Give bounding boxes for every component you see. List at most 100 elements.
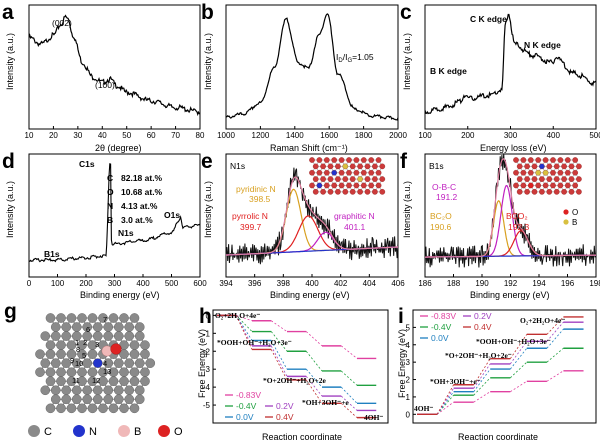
plot-frame-a (28, 4, 201, 130)
peak-label-002: (002) (52, 18, 72, 28)
xtick-label: 500 (165, 279, 179, 288)
energy-connector (473, 358, 491, 385)
atom (61, 322, 72, 332)
atom (119, 349, 129, 359)
ytick-label: -1 (203, 329, 211, 338)
comp-el-b: B (107, 215, 113, 225)
energy-connector (473, 368, 491, 392)
atom (357, 189, 363, 195)
ytick-label: 0 (206, 311, 211, 320)
pyrrolic-n-label: pyrrolic N (232, 211, 268, 221)
graphene-cluster-model (35, 313, 156, 414)
xtick-label: 1400 (286, 131, 304, 140)
ytick-label: 0 (406, 410, 411, 419)
atom (546, 176, 553, 182)
ytick-label: 2 (406, 376, 411, 385)
bc2o-label: BC₂O (430, 211, 452, 221)
plot-frame-h (212, 309, 389, 424)
xlabel-b: Raman Shift (cm⁻¹) (270, 143, 348, 153)
o1s-label: O1s (164, 210, 180, 220)
atom (66, 313, 77, 323)
atom (557, 169, 564, 176)
atom (87, 376, 98, 387)
atom (61, 358, 72, 368)
ytick-label: -3 (203, 365, 211, 374)
atom (82, 394, 93, 405)
atom (353, 157, 360, 163)
atom (113, 322, 124, 332)
atom (335, 176, 341, 182)
xtick-label: 194 (532, 279, 546, 288)
fit-envelope (425, 158, 596, 258)
atom (312, 176, 319, 182)
xtick-label: 70 (171, 131, 180, 140)
n-k-edge-label: N K edge (524, 40, 561, 50)
comp-el-c: C (107, 173, 113, 183)
atom (327, 163, 334, 170)
atom (513, 157, 519, 163)
atom (71, 394, 82, 405)
plot-frame-b (225, 4, 399, 130)
atom (45, 313, 56, 323)
xticks-f: 186 188 190 192 194 196 198 (418, 274, 600, 288)
site-number: 12 (92, 376, 100, 385)
atom (346, 182, 352, 189)
atom (539, 176, 545, 182)
site-number: 4 (103, 359, 107, 368)
legend-label-o: O (572, 208, 578, 217)
bco2-value: 192.3 (508, 222, 530, 232)
atom (113, 394, 124, 405)
pyridinic-n-label: pyridinic N (236, 184, 276, 194)
xtick-label: 30 (73, 131, 82, 140)
energy-connector (270, 331, 288, 352)
element-legend: C N B O (28, 425, 183, 438)
atom (516, 176, 523, 182)
atom (140, 367, 150, 377)
atom (129, 349, 140, 359)
ylabel-a: Intensity (a.u.) (5, 33, 15, 90)
panel-letter-g: g (4, 300, 17, 323)
atom (50, 385, 61, 396)
site-number: 1 (75, 338, 79, 347)
atom (40, 385, 51, 396)
yticks-h: 0 -1 -2 -3 -4 -5 (203, 311, 216, 410)
ytick-label: 1 (406, 393, 411, 402)
energy-connector (546, 328, 564, 349)
atom (531, 189, 538, 195)
xtick-label: 192 (504, 279, 518, 288)
atom (145, 358, 156, 368)
atom (513, 169, 519, 176)
atom (568, 176, 575, 182)
energy-connector (546, 321, 564, 342)
energy-connector (436, 401, 454, 415)
atom (535, 182, 542, 189)
atom (134, 322, 145, 332)
atom (320, 176, 326, 182)
comp-el-o: O (107, 187, 114, 197)
atom (524, 163, 530, 170)
ylabel-e: Intensity (a.u.) (203, 181, 213, 238)
atom (45, 403, 56, 414)
plot-frame-i (412, 309, 597, 424)
b1s-label: B1s (44, 249, 60, 259)
atom (71, 331, 82, 341)
xticks-c: 100 200 300 400 500 (418, 126, 600, 140)
atom (338, 157, 345, 163)
atom (564, 182, 571, 189)
atom (375, 157, 382, 163)
atom (56, 403, 66, 414)
atom (66, 403, 77, 414)
atom (66, 376, 77, 387)
atom (323, 169, 330, 176)
energy-connector (270, 340, 288, 370)
atom (375, 169, 382, 176)
atom (368, 157, 375, 163)
panel-letter-d: d (2, 150, 15, 173)
xlabel-e: Binding energy (eV) (270, 290, 350, 300)
atom (539, 163, 545, 170)
intensity-ratio: ID/IG=1.05 (336, 52, 374, 64)
atom (338, 182, 345, 189)
atom (129, 376, 140, 387)
energy-connector (305, 379, 323, 404)
